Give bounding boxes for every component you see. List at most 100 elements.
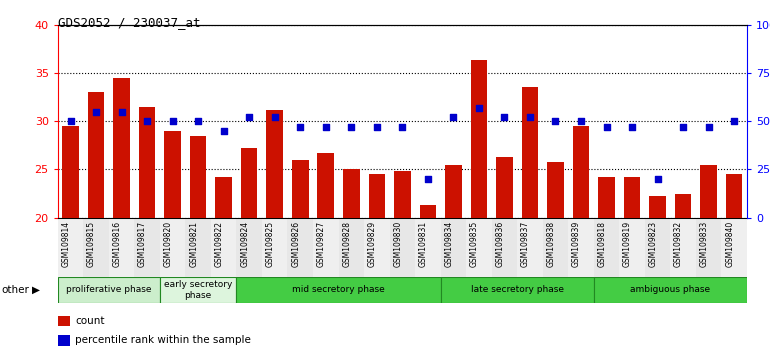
Point: [677, 124, 689, 130]
Bar: [394, 171, 410, 218]
Point: [396, 124, 408, 130]
Text: GSM109833: GSM109833: [700, 221, 708, 267]
Point: [447, 115, 460, 120]
Bar: [390, 219, 415, 278]
Bar: [186, 219, 211, 278]
Text: ambiguous phase: ambiguous phase: [631, 285, 711, 295]
Bar: [726, 174, 742, 218]
Bar: [568, 219, 594, 278]
Bar: [58, 277, 160, 303]
Text: GSM109814: GSM109814: [62, 221, 71, 267]
Bar: [287, 219, 313, 278]
Point: [320, 124, 332, 130]
Text: GDS2052 / 230037_at: GDS2052 / 230037_at: [58, 16, 200, 29]
Bar: [440, 277, 594, 303]
Text: GSM109830: GSM109830: [393, 221, 402, 267]
Point: [141, 118, 153, 124]
Text: GSM109835: GSM109835: [470, 221, 479, 267]
Point: [294, 124, 306, 130]
Bar: [369, 174, 385, 218]
Point: [243, 115, 256, 120]
Point: [370, 124, 383, 130]
Text: GSM109819: GSM109819: [623, 221, 632, 267]
Bar: [440, 219, 466, 278]
Text: GSM109825: GSM109825: [266, 221, 275, 267]
Bar: [139, 107, 156, 218]
Bar: [83, 219, 109, 278]
Point: [345, 124, 357, 130]
Bar: [696, 219, 721, 278]
Text: GSM109839: GSM109839: [572, 221, 581, 267]
Point: [269, 115, 281, 120]
Text: other: other: [2, 285, 29, 295]
Point: [702, 124, 715, 130]
Bar: [573, 126, 589, 218]
Bar: [517, 219, 543, 278]
Bar: [496, 157, 513, 218]
Bar: [445, 165, 462, 218]
Text: mid secretory phase: mid secretory phase: [292, 285, 385, 295]
Point: [575, 118, 588, 124]
Bar: [675, 194, 691, 218]
Bar: [521, 87, 538, 218]
Text: GSM109840: GSM109840: [725, 221, 734, 267]
Bar: [216, 177, 232, 218]
Bar: [624, 177, 641, 218]
Bar: [671, 219, 696, 278]
Bar: [543, 219, 568, 278]
Text: GSM109815: GSM109815: [87, 221, 96, 267]
Point: [116, 109, 128, 114]
Bar: [644, 219, 671, 278]
Point: [498, 115, 511, 120]
Bar: [292, 160, 309, 218]
Text: GSM109836: GSM109836: [495, 221, 504, 267]
Text: late secretory phase: late secretory phase: [470, 285, 564, 295]
Bar: [266, 110, 283, 218]
Point: [549, 118, 561, 124]
Text: early secretory
phase: early secretory phase: [164, 280, 233, 299]
Text: GSM109824: GSM109824: [240, 221, 249, 267]
Text: GSM109817: GSM109817: [138, 221, 147, 267]
Text: GSM109827: GSM109827: [316, 221, 326, 267]
Text: percentile rank within the sample: percentile rank within the sample: [75, 335, 251, 346]
Bar: [364, 219, 390, 278]
Point: [90, 109, 102, 114]
Point: [166, 118, 179, 124]
Text: count: count: [75, 316, 105, 326]
Bar: [492, 219, 517, 278]
Bar: [317, 153, 334, 218]
Text: GSM109831: GSM109831: [419, 221, 428, 267]
Bar: [160, 219, 186, 278]
Bar: [58, 335, 70, 346]
Point: [728, 118, 740, 124]
Text: GSM109838: GSM109838: [547, 221, 555, 267]
Text: GSM109818: GSM109818: [598, 221, 607, 267]
Point: [65, 118, 77, 124]
Text: ▶: ▶: [32, 285, 40, 295]
Point: [651, 176, 664, 182]
Text: GSM109816: GSM109816: [112, 221, 122, 267]
Bar: [109, 219, 134, 278]
Point: [601, 124, 613, 130]
Point: [473, 105, 485, 110]
Bar: [594, 219, 619, 278]
Bar: [701, 165, 717, 218]
Text: GSM109823: GSM109823: [648, 221, 658, 267]
Bar: [420, 205, 436, 218]
Bar: [313, 219, 339, 278]
Bar: [88, 92, 104, 218]
Point: [192, 118, 204, 124]
Bar: [58, 316, 70, 326]
Point: [217, 128, 229, 134]
Bar: [343, 170, 360, 218]
Bar: [58, 219, 83, 278]
Bar: [236, 277, 440, 303]
Bar: [211, 219, 236, 278]
Bar: [466, 219, 492, 278]
Point: [422, 176, 434, 182]
Point: [524, 115, 536, 120]
Text: GSM109820: GSM109820: [163, 221, 172, 267]
Bar: [113, 78, 130, 218]
Bar: [62, 126, 79, 218]
Bar: [598, 177, 614, 218]
